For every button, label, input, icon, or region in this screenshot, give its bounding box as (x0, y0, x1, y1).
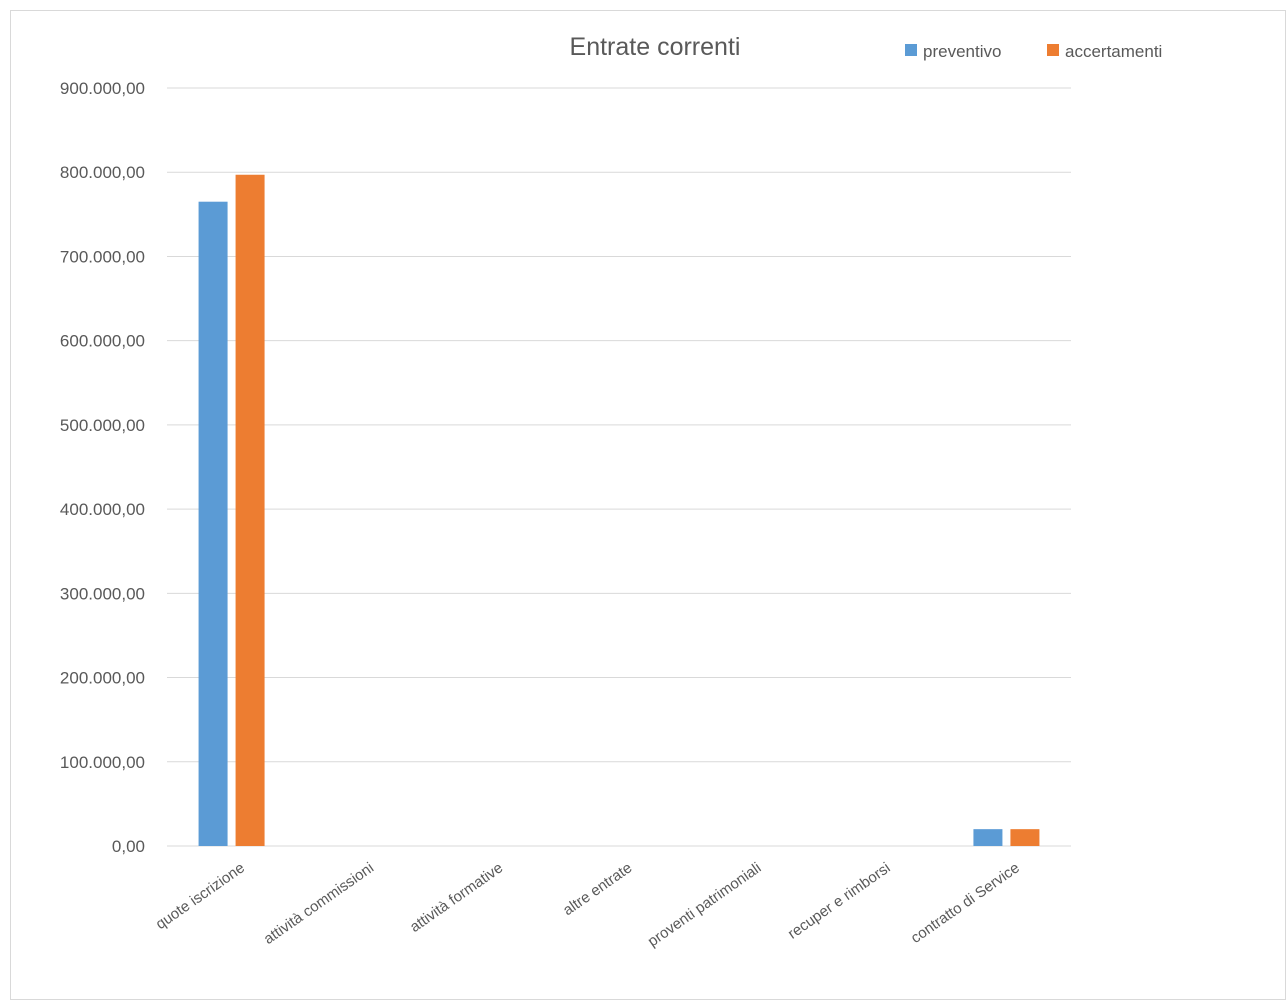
y-tick-label: 700.000,00 (60, 247, 145, 266)
category-label: proventi patrimoniali (645, 859, 765, 950)
y-tick-label: 0,00 (112, 837, 145, 856)
legend-swatch-accertamenti (1047, 44, 1059, 56)
category-label: attività formative (407, 859, 506, 936)
category-label: contratto di Service (908, 859, 1023, 947)
gridlines (167, 87, 1071, 847)
y-tick-label: 900.000,00 (60, 79, 145, 98)
y-tick-label: 600.000,00 (60, 332, 145, 351)
bar-preventivo (973, 829, 1003, 846)
bar-accertamenti (1010, 829, 1040, 846)
legend-label-accertamenti: accertamenti (1065, 42, 1162, 61)
legend-swatch-preventivo (905, 44, 917, 56)
category-label: attività commissioni (261, 859, 377, 948)
y-tick-label: 100.000,00 (60, 753, 145, 772)
legend-label-preventivo: preventivo (923, 42, 1001, 61)
category-label: recuper e rimborsi (785, 859, 894, 942)
y-tick-label: 200.000,00 (60, 669, 145, 688)
y-tick-label: 400.000,00 (60, 500, 145, 519)
bar-accertamenti (235, 174, 265, 846)
chart-title: Entrate correnti (570, 33, 741, 61)
y-tick-label: 300.000,00 (60, 584, 145, 603)
category-label: quote iscrizione (153, 859, 248, 933)
legend: preventivo accertamenti (905, 42, 1162, 61)
bar-preventivo (198, 201, 228, 846)
y-tick-label: 500.000,00 (60, 416, 145, 435)
y-axis-labels: 0,00 100.000,00 200.000,00 300.000,00 400.00… (60, 79, 145, 856)
y-tick-label: 800.000,00 (60, 163, 145, 182)
category-label: altre entrate (560, 859, 635, 919)
x-axis-labels: quote iscrizione attività commissioni atti… (153, 859, 1023, 950)
bars (198, 174, 1040, 846)
